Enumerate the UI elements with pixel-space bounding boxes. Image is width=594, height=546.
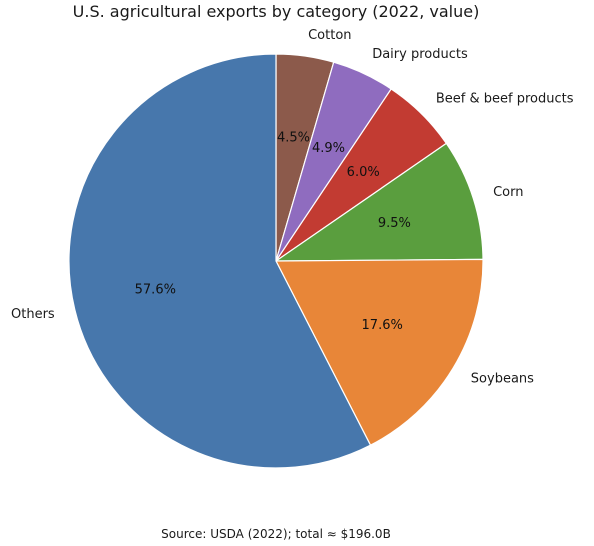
- pie-slice-corn: [275, 142, 484, 262]
- pie-slices: [68, 53, 484, 469]
- slice-label-dairy-products: Dairy products: [372, 47, 468, 62]
- pie-slice-soybeans: [275, 258, 484, 446]
- pct-label-soybeans: 17.6%: [362, 318, 403, 333]
- slice-label-cotton: Cotton: [308, 28, 351, 43]
- pct-label-beef-and-beef-products: 6.0%: [347, 165, 380, 180]
- pct-label-others: 57.6%: [135, 283, 176, 298]
- pct-label-corn: 9.5%: [378, 216, 411, 231]
- pct-label-cotton: 4.5%: [277, 131, 310, 146]
- source-note: Source: USDA (2022); total ≈ $196.0B: [161, 527, 391, 541]
- pie-labels: Cotton 4.5% Dairy products 4.9% Beef & beef …: [11, 28, 574, 386]
- slice-label-beef-and-beef-products: Beef & beef products: [436, 91, 574, 106]
- pie-slice-others: [68, 53, 372, 469]
- slice-label-others: Others: [11, 307, 55, 322]
- pct-label-dairy-products: 4.9%: [312, 141, 345, 156]
- slice-label-corn: Corn: [493, 185, 523, 200]
- chart-title: U.S. agricultural exports by category (2…: [73, 2, 480, 21]
- slice-label-soybeans: Soybeans: [471, 372, 534, 387]
